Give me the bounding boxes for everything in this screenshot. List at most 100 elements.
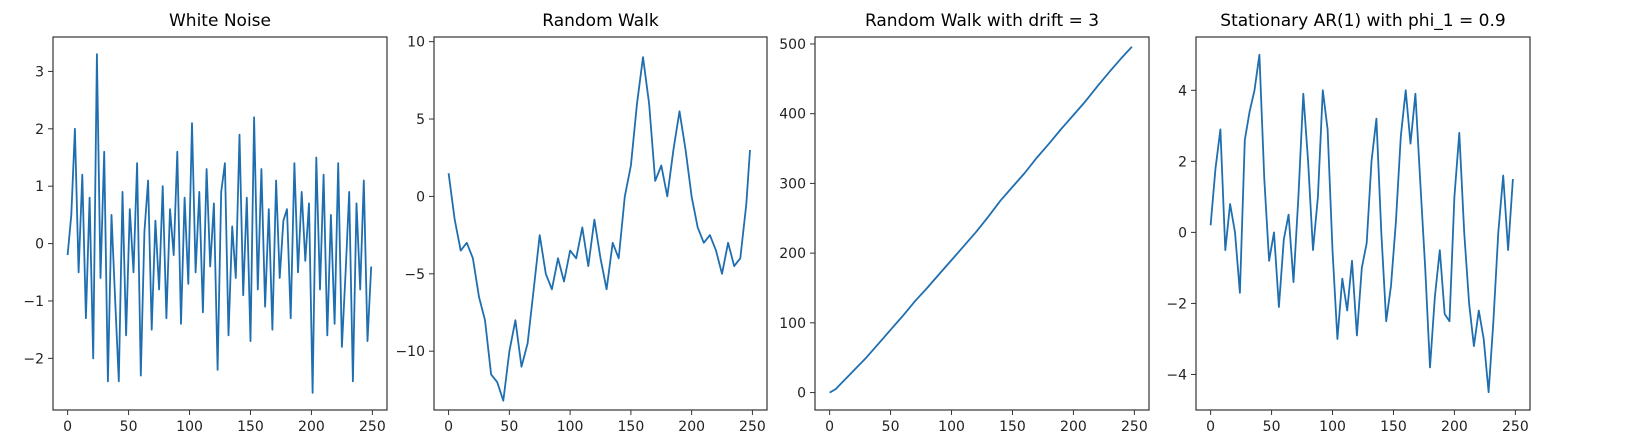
y-tick-label: 2 [35, 122, 44, 138]
data-point [147, 179, 149, 181]
y-tick-label: −10 [395, 344, 425, 360]
data-point [1356, 334, 1358, 336]
data-point [447, 172, 449, 174]
data-point [642, 56, 644, 58]
x-tick-label: 250 [1121, 419, 1148, 435]
data-point [828, 391, 830, 393]
x-tick-label: 200 [1441, 419, 1468, 435]
data-point [1453, 196, 1455, 198]
data-point [1390, 285, 1392, 287]
data-point [624, 195, 626, 197]
data-point [975, 231, 977, 233]
data-point [81, 174, 83, 176]
y-tick-label: 0 [35, 237, 44, 253]
data-point [1331, 249, 1333, 251]
data-point [1219, 128, 1221, 130]
axes-frame [814, 36, 1150, 411]
y-tick-label: 100 [779, 316, 806, 332]
data-point [96, 53, 98, 55]
data-point [853, 369, 855, 371]
y-tick-label: 0 [416, 189, 425, 205]
axes-frame [433, 36, 768, 411]
data-point [319, 288, 321, 290]
data-point [326, 334, 328, 336]
x-tick-label: 100 [176, 419, 203, 435]
data-point [216, 369, 218, 371]
data-point [66, 254, 68, 256]
data-point [235, 277, 237, 279]
data-point [889, 329, 891, 331]
data-point [220, 191, 222, 193]
data-point [311, 392, 313, 394]
data-point [1121, 56, 1123, 58]
data-point [715, 249, 717, 251]
data-point [599, 257, 601, 259]
data-point [987, 216, 989, 218]
data-point [322, 174, 324, 176]
data-point [1268, 260, 1270, 262]
data-point [1419, 181, 1421, 183]
data-point [308, 202, 310, 204]
data-point [666, 195, 668, 197]
data-point [279, 277, 281, 279]
data-point [341, 346, 343, 348]
data-point [176, 151, 178, 153]
data-point [684, 149, 686, 151]
data-point [1478, 309, 1480, 311]
data-point [654, 180, 656, 182]
data-point [363, 179, 365, 181]
data-point [484, 319, 486, 321]
data-point [1317, 196, 1319, 198]
data-point [727, 242, 729, 244]
data-point [508, 350, 510, 352]
chart-title: Random Walk with drift = 3 [865, 11, 1099, 31]
data-point [636, 102, 638, 104]
series-line [66, 53, 373, 394]
subplot-4: Stationary AR(1) with phi_1 = 0.9 0 50 100 1… [1166, 11, 1531, 435]
x-tick-label: 50 [120, 419, 138, 435]
data-point [352, 380, 354, 382]
data-point [745, 203, 747, 205]
x-tick-label: 50 [500, 419, 518, 435]
data-point [158, 288, 160, 290]
data-point [593, 218, 595, 220]
y-tick-label: 4 [1178, 83, 1187, 99]
data-point [703, 242, 705, 244]
data-point [224, 162, 226, 164]
data-point [227, 334, 229, 336]
data-point [950, 259, 952, 261]
data-point [271, 329, 273, 331]
data-point [70, 214, 72, 216]
data-point [1131, 46, 1133, 48]
data-point [520, 366, 522, 368]
data-point [198, 191, 200, 193]
data-point [1380, 231, 1382, 233]
data-point [496, 381, 498, 383]
y-tick-label: −5 [404, 267, 425, 283]
data-point [268, 208, 270, 210]
data-point [660, 164, 662, 166]
data-point [315, 156, 317, 158]
data-point [1072, 114, 1074, 116]
data-point [587, 265, 589, 267]
data-point [938, 273, 940, 275]
data-point [140, 374, 142, 376]
data-point [1409, 142, 1411, 144]
data-point [282, 219, 284, 221]
data-point [194, 271, 196, 273]
data-point [630, 164, 632, 166]
data-point [963, 245, 965, 247]
data-point [1351, 260, 1353, 262]
data-point [118, 380, 120, 382]
data-point [301, 191, 303, 193]
data-point [359, 288, 361, 290]
x-tick-label: 100 [1319, 419, 1346, 435]
data-point [733, 265, 735, 267]
data-point [575, 257, 577, 259]
data-point [697, 226, 699, 228]
data-point [1434, 295, 1436, 297]
x-tick-label: 150 [1380, 419, 1407, 435]
data-point [242, 294, 244, 296]
data-point [103, 151, 105, 153]
data-point [169, 208, 171, 210]
